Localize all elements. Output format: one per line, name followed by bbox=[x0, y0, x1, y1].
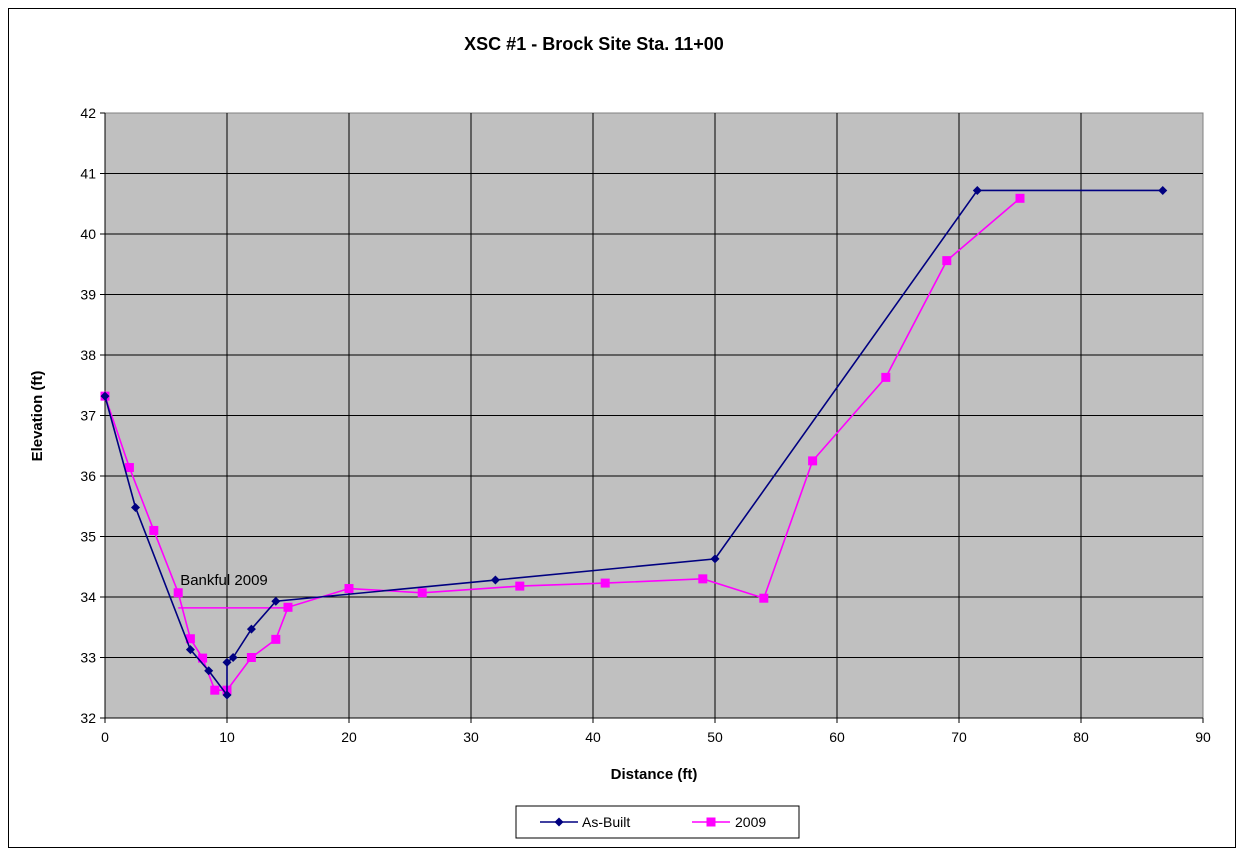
x-tick-label: 0 bbox=[101, 729, 109, 745]
x-tick-label: 40 bbox=[585, 729, 601, 745]
x-tick-label: 50 bbox=[707, 729, 723, 745]
data-point bbox=[1158, 185, 1168, 195]
x-tick-label: 80 bbox=[1073, 729, 1089, 745]
data-point bbox=[942, 256, 952, 266]
data-point bbox=[515, 581, 525, 591]
data-point bbox=[271, 596, 281, 606]
data-point bbox=[246, 624, 256, 634]
series-as-built bbox=[100, 185, 1168, 700]
series-group bbox=[100, 185, 1168, 700]
legend-label: As-Built bbox=[582, 814, 630, 830]
y-tick-label: 32 bbox=[80, 710, 96, 726]
x-tick-label: 10 bbox=[219, 729, 235, 745]
legend-marker bbox=[706, 817, 716, 827]
data-point bbox=[100, 391, 110, 401]
data-point bbox=[972, 185, 982, 195]
data-point bbox=[185, 645, 195, 655]
data-point bbox=[710, 554, 720, 564]
data-point bbox=[283, 602, 293, 612]
data-point bbox=[698, 574, 708, 584]
series-2009 bbox=[100, 193, 1025, 695]
legend: As-Built 2009 bbox=[515, 805, 800, 839]
x-axis-title: Distance (ft) bbox=[611, 766, 698, 783]
legend-label: 2009 bbox=[735, 814, 766, 830]
data-point bbox=[131, 502, 140, 512]
data-point bbox=[198, 653, 208, 663]
y-axis-title: Elevation (ft) bbox=[29, 371, 46, 462]
x-tick-label: 30 bbox=[463, 729, 479, 745]
data-point bbox=[149, 525, 159, 535]
data-point bbox=[344, 584, 354, 594]
data-point bbox=[185, 634, 195, 644]
data-point bbox=[204, 666, 214, 676]
x-tick-label: 70 bbox=[951, 729, 967, 745]
data-point bbox=[173, 588, 183, 598]
data-point bbox=[1015, 193, 1025, 203]
bankful-label: Bankful 2009 bbox=[180, 572, 268, 589]
y-tick-label: 37 bbox=[80, 408, 96, 424]
y-tick-label: 41 bbox=[80, 166, 96, 182]
data-point bbox=[271, 634, 281, 644]
data-point bbox=[124, 463, 134, 473]
data-point bbox=[417, 588, 427, 598]
y-tick-label: 35 bbox=[80, 529, 96, 545]
legend-marker bbox=[554, 817, 564, 827]
data-point bbox=[759, 593, 769, 603]
data-point bbox=[228, 653, 238, 662]
data-point bbox=[881, 372, 891, 382]
data-point bbox=[490, 575, 500, 585]
y-tick-label: 36 bbox=[80, 468, 96, 484]
x-tick-label: 20 bbox=[341, 729, 357, 745]
data-point bbox=[600, 578, 610, 588]
axis-ticks: 0 10 20 30 40 50 60 70 80 90 32 33 34 35 36 37 38 39 40 41 4… bbox=[80, 105, 1211, 745]
data-point bbox=[222, 690, 232, 700]
data-point bbox=[222, 657, 232, 667]
y-tick-label: 34 bbox=[80, 589, 96, 605]
y-tick-label: 38 bbox=[80, 347, 96, 363]
legend-item: As-Built bbox=[540, 814, 630, 830]
y-tick-label: 40 bbox=[80, 226, 96, 242]
y-tick-label: 39 bbox=[80, 287, 96, 303]
grid-lines bbox=[105, 113, 1203, 718]
x-tick-label: 60 bbox=[829, 729, 845, 745]
data-point bbox=[210, 685, 220, 695]
y-tick-label: 33 bbox=[80, 650, 96, 666]
y-tick-label: 42 bbox=[80, 105, 96, 121]
data-point bbox=[246, 653, 256, 662]
legend-item: 2009 bbox=[692, 814, 766, 830]
data-point bbox=[808, 456, 818, 466]
x-tick-label: 90 bbox=[1195, 729, 1211, 745]
chart-title: XSC #1 - Brock Site Sta. 11+00 bbox=[464, 34, 724, 54]
